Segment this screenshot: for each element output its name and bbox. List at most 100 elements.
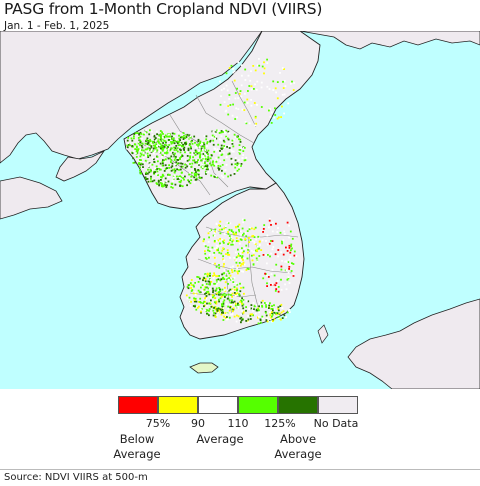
ndvi-pixel xyxy=(266,302,269,305)
ndvi-pixel xyxy=(162,159,164,161)
ndvi-pixel xyxy=(236,136,239,138)
ndvi-pixel xyxy=(223,292,226,295)
ndvi-pixel xyxy=(207,153,209,155)
ndvi-pixel xyxy=(222,151,225,154)
ndvi-pixel xyxy=(266,320,269,323)
ndvi-pixel xyxy=(227,175,229,178)
ndvi-pixel xyxy=(133,137,135,140)
ndvi-pixel xyxy=(216,314,218,317)
ndvi-pixel xyxy=(189,151,192,154)
ndvi-pixel xyxy=(202,161,205,163)
ndvi-pixel xyxy=(213,132,216,135)
ndvi-pixel xyxy=(257,322,260,325)
ndvi-pixel xyxy=(149,154,151,157)
ndvi-pixel xyxy=(247,318,250,321)
ndvi-pixel xyxy=(167,135,169,138)
ndvi-pixel xyxy=(265,306,267,308)
ndvi-pixel xyxy=(258,64,261,67)
ndvi-pixel xyxy=(232,150,235,153)
ndvi-pixel xyxy=(176,168,178,171)
ndvi-pixel xyxy=(238,262,241,264)
ndvi-pixel xyxy=(208,256,210,259)
ndvi-pixel xyxy=(142,154,145,157)
ndvi-pixel xyxy=(145,154,147,157)
russia-land xyxy=(299,30,480,50)
ndvi-pixel xyxy=(203,145,206,148)
ndvi-pixel xyxy=(242,270,244,273)
ndvi-pixel xyxy=(222,272,225,275)
ndvi-pixel xyxy=(188,144,191,146)
ndvi-pixel xyxy=(255,257,258,260)
ndvi-pixel xyxy=(256,64,259,67)
ndvi-pixel xyxy=(183,134,185,137)
ndvi-pixel xyxy=(227,318,229,320)
ndvi-pixel xyxy=(231,312,234,315)
ndvi-pixel xyxy=(280,116,282,118)
ndvi-pixel xyxy=(230,243,233,246)
ndvi-pixel xyxy=(163,185,165,187)
ndvi-pixel xyxy=(178,137,181,140)
ndvi-pixel xyxy=(237,315,240,318)
ndvi-pixel xyxy=(184,151,186,154)
ndvi-pixel xyxy=(287,271,290,274)
ndvi-pixel xyxy=(226,137,229,140)
ndvi-pixel xyxy=(188,134,191,137)
ndvi-pixel xyxy=(231,292,234,295)
ndvi-pixel xyxy=(283,80,286,82)
ndvi-pixel xyxy=(223,269,226,272)
ndvi-pixel xyxy=(209,229,211,232)
ndvi-pixel xyxy=(132,157,135,160)
ndvi-pixel xyxy=(198,305,200,308)
ndvi-pixel xyxy=(168,134,171,137)
ndvi-pixel xyxy=(166,135,168,138)
ndvi-pixel xyxy=(233,173,236,175)
ndvi-pixel xyxy=(178,180,181,183)
ndvi-pixel xyxy=(204,273,207,275)
ndvi-pixel xyxy=(163,170,166,172)
japan-land xyxy=(347,298,480,390)
ndvi-pixel xyxy=(261,315,264,318)
ndvi-pixel xyxy=(215,284,218,286)
ndvi-pixel xyxy=(288,268,290,270)
ndvi-pixel xyxy=(192,156,194,159)
ndvi-pixel xyxy=(255,304,258,306)
ndvi-pixel xyxy=(235,259,237,262)
ndvi-pixel xyxy=(208,314,210,317)
ndvi-pixel xyxy=(206,273,209,276)
ndvi-pixel xyxy=(220,130,223,132)
ndvi-pixel xyxy=(242,303,245,306)
ndvi-pixel xyxy=(158,145,160,148)
ndvi-pixel xyxy=(215,244,218,247)
ndvi-pixel xyxy=(162,175,165,177)
ndvi-pixel xyxy=(191,142,194,145)
north-korea xyxy=(123,30,321,210)
ndvi-pixel xyxy=(231,279,234,282)
ndvi-pixel xyxy=(227,231,229,233)
ndvi-pixel xyxy=(147,156,150,158)
ndvi-pixel xyxy=(213,282,215,285)
ndvi-pixel xyxy=(226,297,229,300)
ndvi-pixel xyxy=(206,164,209,167)
ndvi-pixel xyxy=(171,169,174,171)
ndvi-pixel xyxy=(195,305,198,308)
ndvi-pixel xyxy=(228,228,231,231)
ndvi-pixel xyxy=(222,242,225,244)
ndvi-pixel xyxy=(149,148,151,150)
ndvi-pixel xyxy=(220,309,223,312)
ndvi-pixel xyxy=(236,116,238,119)
ndvi-pixel xyxy=(227,105,230,107)
ndvi-pixel xyxy=(205,258,208,260)
legend-swatch-no-data xyxy=(318,396,358,414)
ndvi-pixel xyxy=(285,260,288,263)
ndvi-pixel xyxy=(213,164,216,167)
ndvi-pixel xyxy=(161,185,163,187)
ndvi-pixel xyxy=(259,318,262,321)
ndvi-pixel xyxy=(202,278,204,281)
ndvi-pixel xyxy=(213,234,216,237)
ndvi-pixel xyxy=(156,157,158,160)
ndvi-pixel xyxy=(216,148,219,151)
ndvi-pixel xyxy=(293,254,296,257)
ndvi-pixel xyxy=(234,92,237,94)
ndvi-pixel xyxy=(228,152,231,155)
ndvi-pixel xyxy=(139,172,142,175)
